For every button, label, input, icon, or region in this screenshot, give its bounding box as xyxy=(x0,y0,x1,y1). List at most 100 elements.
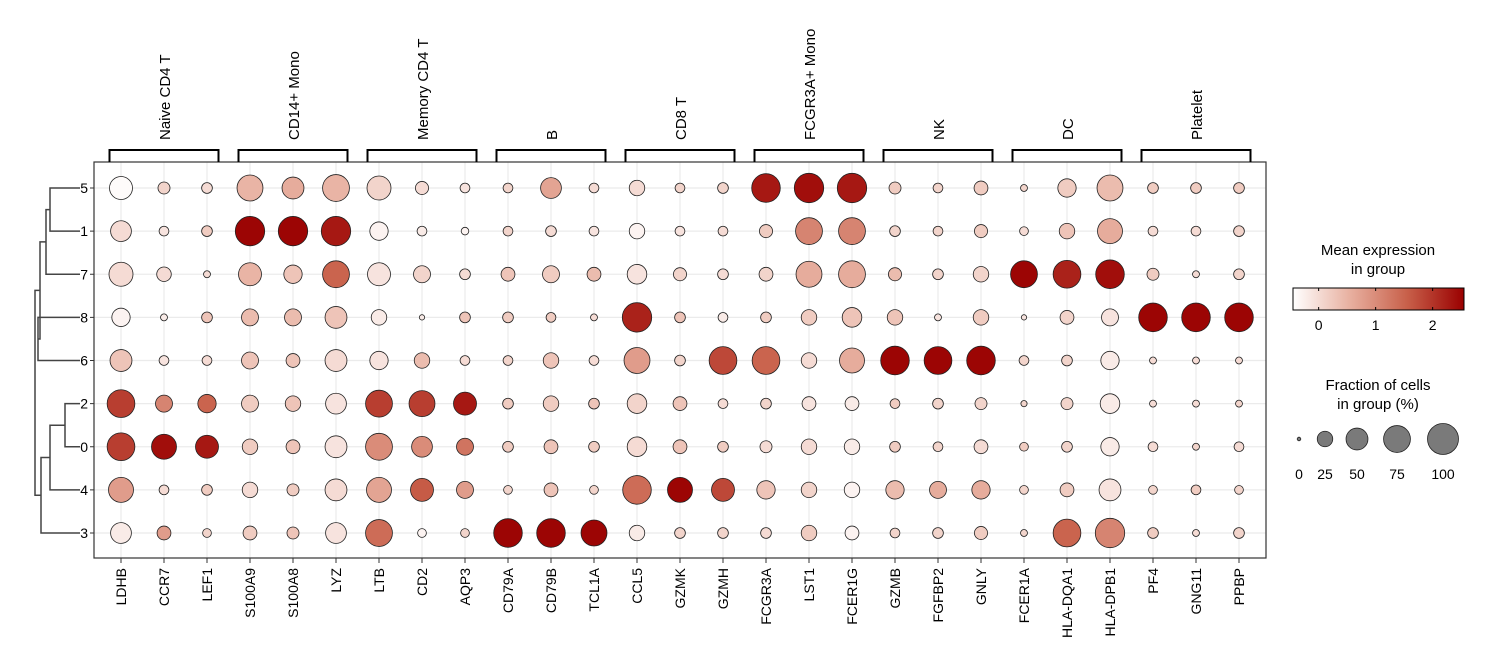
cluster-label: 8 xyxy=(80,309,88,325)
dot-1-FCER1G: FCER1G / cluster 1: 75%, 1.1 xyxy=(838,217,866,245)
dot-1-FCGR3A: FCGR3A / cluster 1: 18%, 0.2 xyxy=(759,224,773,239)
gene-label: GZMH xyxy=(715,568,731,609)
x-axis: LDHB CCR7 LEF1 S100A9 S100A8 LYZ LTB CD2 AQP3 CD7… xyxy=(113,558,1247,638)
dot-6-GZMB: GZMB / cluster 6: 85%, 2.5 xyxy=(880,345,910,376)
dot-3-FCGR3A: FCGR3A / cluster 3: 12%, 0 xyxy=(760,527,772,539)
dot-3-GNLY: GNLY / cluster 3: 18%, 0.2 xyxy=(974,526,988,540)
dot-8-FCGR3A: FCGR3A / cluster 8: 12%, 0.2 xyxy=(760,311,772,324)
dot-8-FCER1G: FCER1G / cluster 8: 40%, 0.3 xyxy=(841,307,863,328)
dot-7-CD2: CD2 / cluster 7: 30%, 0.1 xyxy=(413,265,431,284)
dot-0-LEF1: LEF1 / cluster 0: 55%, 2.3 xyxy=(195,434,219,459)
dot-4-LDHB: LDHB / cluster 4: 65%, 0.8 xyxy=(108,476,134,503)
size-legend-label: 25 xyxy=(1317,466,1333,482)
dot-2-FCER1G: FCER1G / cluster 2: 20%, -0.2 xyxy=(844,396,860,411)
dot-6-FCER1G: FCER1G / cluster 6: 65%, 0.6 xyxy=(839,347,865,374)
size-legend-dot xyxy=(1316,430,1334,448)
dot-2-PPBP: PPBP / cluster 2: 5%, 0.1 xyxy=(1235,399,1243,408)
dot-0-PF4: PF4 / cluster 0: 10%, 0 xyxy=(1147,441,1159,453)
group-bracket xyxy=(624,149,736,162)
dot-2-S100A8: S100A8 / cluster 2: 25%, 0.3 xyxy=(284,395,302,412)
size-legend-dot xyxy=(1345,427,1369,451)
group-bracket xyxy=(237,149,349,162)
gene-label: CCL5 xyxy=(629,568,645,604)
dot-7-FCGR3A: FCGR3A / cluster 7: 20%, 0.1 xyxy=(758,266,774,282)
dot-0-GZMK: GZMK / cluster 0: 20%, 0.3 xyxy=(672,439,688,455)
dot-1-S100A8: S100A8 / cluster 1: 90%, 2.5 xyxy=(277,216,309,247)
dot-5-LTB: LTB / cluster 5: 60%, 0.1 xyxy=(366,175,392,201)
dot-6-FGFBP2: FGFBP2 / cluster 6: 80%, 2.5 xyxy=(923,346,953,375)
dots: LDHB / cluster 5: 55%, -0.4 CCR7 / cluste… xyxy=(106,172,1254,549)
group-bracket xyxy=(366,149,478,162)
dot-6-GNLY: GNLY / cluster 6: 85%, 2.5 xyxy=(966,345,996,376)
dot-8-S100A8: S100A8 / cluster 8: 30%, 0.4 xyxy=(284,308,302,327)
dot-8-CD79B: CD79B / cluster 8: 10%, 0.2 xyxy=(545,312,557,323)
dot-1-LTB: LTB / cluster 1: 35%, -0.3 xyxy=(369,221,389,241)
dot-5-LDHB: LDHB / cluster 5: 55%, -0.4 xyxy=(109,176,133,200)
dot-3-GNG11: GNG11 / cluster 3: 5%, 0 xyxy=(1192,529,1200,537)
dot-8-GNG11: GNG11 / cluster 8: 85%, 2.5 xyxy=(1181,302,1211,333)
y-axis: 5 1 7 8 6 2 0 4 3 xyxy=(80,180,94,541)
dot-8-GZMK: GZMK / cluster 8: 12%, 0.3 xyxy=(674,311,686,324)
dot-3-FGFBP2: FGFBP2 / cluster 3: 12%, 0.1 xyxy=(932,527,944,539)
dot-6-FCER1A: FCER1A / cluster 6: 10%, 0.1 xyxy=(1018,355,1030,366)
dot-8-LYZ: LYZ / cluster 8: 50%, 0.3 xyxy=(324,306,348,329)
dot-3-FCER1A: FCER1A / cluster 3: 5%, 0.1 xyxy=(1020,529,1028,537)
dot-7-CD79A: CD79A / cluster 7: 20%, 0.3 xyxy=(500,266,516,282)
colorbar-ticks: 0 1 2 xyxy=(1315,288,1437,333)
dot-5-S100A8: S100A8 / cluster 5: 50%, 0.6 xyxy=(281,176,305,200)
group-label: FCGR3A+ Mono xyxy=(802,29,819,140)
dot-3-LTB: LTB / cluster 3: 75%, 1.4 xyxy=(365,519,393,547)
dot-5-HLA-DPB1: HLA-DPB1 / cluster 5: 70%, 0.4 xyxy=(1096,174,1124,202)
gene-label: CD79B xyxy=(543,568,559,613)
dot-7-S100A9: S100A9 / cluster 7: 55%, 0.5 xyxy=(238,262,262,287)
dot-2-CD2: CD2 / cluster 2: 70%, 1.9 xyxy=(408,390,436,417)
dot-6-LYZ: LYZ / cluster 6: 50%, 0 xyxy=(324,349,348,372)
dot-6-HLA-DQA1: HLA-DQA1 / cluster 6: 12%, 0.1 xyxy=(1061,354,1073,367)
dot-3-AQP3: AQP3 / cluster 3: 8%, 0.1 xyxy=(460,528,470,538)
dot-4-GZMK: GZMK / cluster 4: 65%, 2.5 xyxy=(667,476,693,503)
dot-5-FCER1G: FCER1G / cluster 5: 90%, 2.3 xyxy=(836,172,868,204)
dot-5-GZMH: GZMH / cluster 5: 12%, 0.1 xyxy=(717,182,729,194)
dot-4-TCL1A: TCL1A / cluster 4: 8%, 0.1 xyxy=(589,485,599,495)
dot-8-HLA-DPB1: HLA-DPB1 / cluster 8: 30%, -0.1 xyxy=(1101,308,1119,327)
dot-7-CD79B: CD79B / cluster 7: 30%, 0.2 xyxy=(542,265,560,284)
dot-4-AQP3: AQP3 / cluster 4: 30%, 0.8 xyxy=(456,480,474,499)
dot-0-GZMH: GZMH / cluster 0: 12%, 0.2 xyxy=(717,440,729,453)
dot-5-PPBP: PPBP / cluster 5: 12%, 0.2 xyxy=(1233,182,1245,194)
dot-0-TCL1A: TCL1A / cluster 0: 12%, 0.2 xyxy=(588,440,600,453)
dot-5-CCR7: CCR7 / cluster 5: 15%, 0.1 xyxy=(157,181,171,195)
size-legend: Fraction of cells in group (%) 0 25 50 75 10… xyxy=(1295,377,1459,482)
gene-label: LYZ xyxy=(328,568,344,593)
dot-6-TCL1A: TCL1A / cluster 6: 10%, 0 xyxy=(588,355,600,366)
dot-8-S100A9: S100A9 / cluster 8: 30%, 0.4 xyxy=(241,308,259,327)
dot-2-GZMB: GZMB / cluster 2: 10%, 0.2 xyxy=(889,398,901,409)
group-label: Naive CD4 T xyxy=(157,54,174,140)
size-legend-title-line2: in group (%) xyxy=(1337,396,1419,413)
dot-5-S100A9: S100A9 / cluster 5: 70%, 0.5 xyxy=(236,174,264,202)
dot-2-AQP3: AQP3 / cluster 2: 55%, 2.3 xyxy=(453,391,477,416)
group-label: NK xyxy=(931,119,948,140)
dot-2-FCGR3A: FCGR3A / cluster 2: 12%, 0.1 xyxy=(760,397,772,410)
dot-2-LYZ: LYZ / cluster 2: 45%, -0.1 xyxy=(325,392,347,415)
dot-1-AQP3: AQP3 / cluster 1: 6%, -0.3 xyxy=(460,226,470,236)
dot-1-CD2: CD2 / cluster 1: 10%, -0.2 xyxy=(416,225,428,237)
dot-2-TCL1A: TCL1A / cluster 2: 12%, 0.3 xyxy=(588,397,600,410)
gene-label: FGFBP2 xyxy=(930,568,946,623)
dot-4-CD79A: CD79A / cluster 4: 8%, 0.1 xyxy=(503,485,513,495)
dot-3-CD79A: CD79A / cluster 3: 85%, 2.5 xyxy=(493,518,523,548)
dot-3-CCR7: CCR7 / cluster 3: 20%, 0.8 xyxy=(156,525,172,541)
dot-0-LDHB: LDHB / cluster 0: 80%, 1.9 xyxy=(106,432,136,462)
dot-0-GNLY: GNLY / cluster 0: 20%, 0 xyxy=(973,439,989,455)
dot-4-FGFBP2: FGFBP2 / cluster 4: 30%, 0.6 xyxy=(929,480,947,499)
dot-5-LST1: LST1 / cluster 5: 90%, 2.4 xyxy=(793,172,825,204)
dot-1-GNG11: GNG11 / cluster 1: 10%, 0 xyxy=(1190,225,1202,237)
dot-2-S100A9: S100A9 / cluster 2: 30%, 0.2 xyxy=(241,394,259,413)
dot-2-CCL5: CCL5 / cluster 2: 40%, 0.1 xyxy=(626,393,648,414)
dot-8-FGFBP2: FGFBP2 / cluster 8: 5%, -0.1 xyxy=(934,313,942,322)
dot-8-CD79A: CD79A / cluster 8: 12%, 0.2 xyxy=(502,311,514,324)
dot-1-CCL5: CCL5 / cluster 1: 25%, -0.3 xyxy=(628,222,646,240)
dot-5-GNLY: GNLY / cluster 5: 20%, 0.2 xyxy=(973,180,989,196)
dot-4-S100A8: S100A8 / cluster 4: 15%, 0.2 xyxy=(286,483,300,497)
dot-7-LYZ: LYZ / cluster 7: 75%, 1.5 xyxy=(322,260,350,289)
